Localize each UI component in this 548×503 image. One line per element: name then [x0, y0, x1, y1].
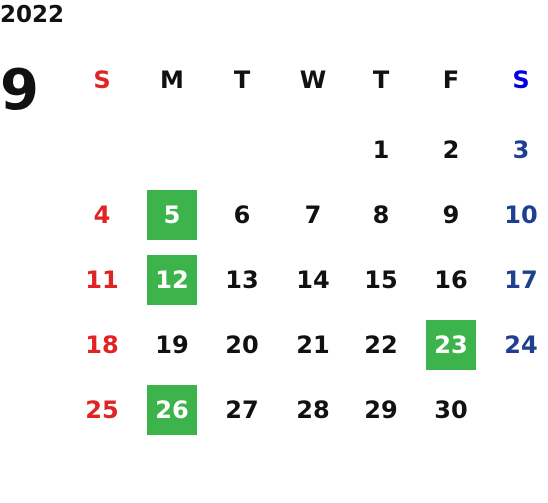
- day-cell: 11: [85, 266, 119, 294]
- weekday-header: S: [93, 66, 111, 94]
- day-cell: 14: [296, 266, 330, 294]
- day-cell: 6: [233, 201, 251, 229]
- day-cell: 24: [504, 331, 538, 359]
- day-cell: 22: [364, 331, 398, 359]
- day-cell: 13: [225, 266, 259, 294]
- day-cell: 28: [296, 396, 330, 424]
- day-cell: 18: [85, 331, 119, 359]
- day-cell: 29: [364, 396, 398, 424]
- day-cell: 17: [504, 266, 538, 294]
- day-cell: 30: [434, 396, 468, 424]
- day-cell: 16: [434, 266, 468, 294]
- day-cell: 5: [147, 190, 197, 240]
- weekday-header: M: [160, 66, 184, 94]
- day-cell: 27: [225, 396, 259, 424]
- weekday-header: T: [372, 66, 390, 94]
- day-cell: 26: [147, 385, 197, 435]
- day-cell: 3: [512, 136, 530, 164]
- day-cell: 20: [225, 331, 259, 359]
- day-cell: 2: [442, 136, 460, 164]
- weekday-header: S: [512, 66, 530, 94]
- month: 9: [0, 58, 39, 123]
- day-cell: 21: [296, 331, 330, 359]
- day-cell: 10: [504, 201, 538, 229]
- day-cell: 12: [147, 255, 197, 305]
- weekday-header: F: [442, 66, 460, 94]
- weekday-header: W: [299, 66, 327, 94]
- day-cell: 1: [372, 136, 390, 164]
- day-cell: 15: [364, 266, 398, 294]
- day-cell: 8: [372, 201, 390, 229]
- day-cell: 7: [304, 201, 322, 229]
- day-cell: 4: [93, 201, 111, 229]
- year: 2022: [0, 2, 65, 28]
- day-cell: 23: [426, 320, 476, 370]
- weekday-header: T: [233, 66, 251, 94]
- day-cell: 19: [155, 331, 189, 359]
- day-cell: 25: [85, 396, 119, 424]
- day-cell: 9: [442, 201, 460, 229]
